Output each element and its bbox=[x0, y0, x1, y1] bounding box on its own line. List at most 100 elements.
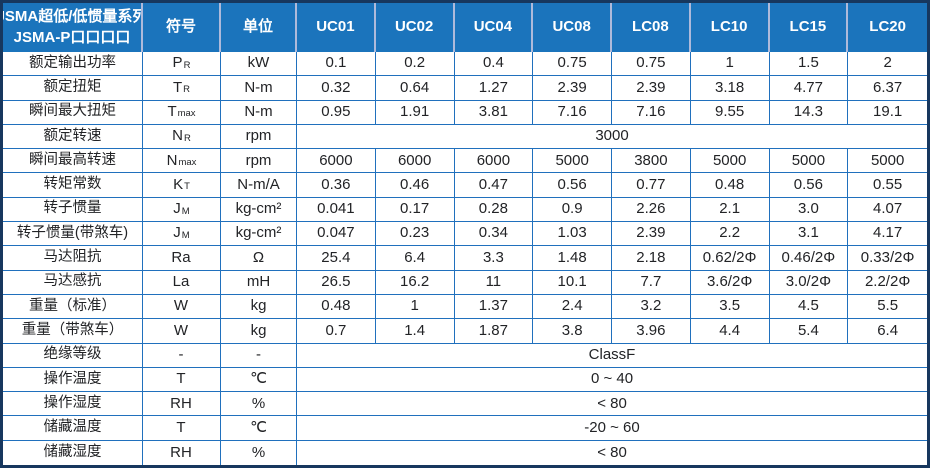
table-row: 马达感抗 La mH 26.5 16.2 11 10.1 7.7 3.6/2Φ 3.0/2Φ… bbox=[3, 270, 927, 295]
value-cell: 0.95 bbox=[297, 100, 376, 125]
symbol-text: W bbox=[173, 321, 189, 339]
value-cell: 4.07 bbox=[848, 198, 927, 223]
unit-cell: % bbox=[221, 392, 297, 417]
value-cell: 4.17 bbox=[848, 222, 927, 247]
symbol-subscript: M bbox=[181, 229, 190, 241]
value-cell: 6000 bbox=[454, 149, 534, 174]
unit-cell: ℃ bbox=[221, 367, 297, 393]
value-cell: 0.77 bbox=[612, 173, 691, 198]
value-cell: 25.4 bbox=[297, 246, 376, 271]
table-row: 马达阻抗 Ra Ω 25.4 6.4 3.3 1.48 2.18 0.62/2Φ 0.46/… bbox=[3, 246, 927, 271]
value-cell: 0.62/2Φ bbox=[690, 246, 770, 271]
value-cell: 0.75 bbox=[612, 52, 691, 77]
value-cell: 2.26 bbox=[612, 197, 691, 223]
symbol-cell: RH bbox=[143, 392, 221, 417]
value-cell: 3.0 bbox=[769, 197, 849, 223]
table-row: 储藏湿度 RH % < 80 bbox=[3, 440, 927, 466]
symbol-text: Ra bbox=[171, 248, 191, 266]
row-label: 额定转速 bbox=[3, 124, 143, 150]
value-cell: 3800 bbox=[612, 149, 691, 174]
row-label: 额定扭矩 bbox=[3, 76, 143, 101]
value-cell: 0.75 bbox=[533, 52, 612, 77]
value-cell: 0.17 bbox=[375, 197, 455, 223]
value-cell: 0.041 bbox=[297, 197, 376, 223]
unit-cell: mH bbox=[221, 270, 297, 295]
unit-cell: kg bbox=[221, 319, 297, 344]
symbol-text: RH bbox=[170, 443, 192, 461]
value-cell: 4.4 bbox=[690, 319, 770, 344]
value-cell: 1.4 bbox=[375, 319, 455, 344]
value-cell: 1 bbox=[690, 52, 770, 77]
value-cell: 6000 bbox=[375, 149, 455, 174]
value-cell: 0.36 bbox=[297, 173, 376, 198]
symbol-subscript: T bbox=[184, 181, 190, 193]
unit-cell: % bbox=[221, 440, 297, 466]
model-column-header: LC10 bbox=[691, 3, 770, 52]
symbol-cell: RH bbox=[143, 440, 221, 466]
value-cell: 0.48 bbox=[690, 173, 770, 198]
symbol-cell: W bbox=[143, 319, 221, 344]
header-row: JSMA超低/低惯量系列 JSMA-P口口口口 符号 单位 UC01 UC02 UC… bbox=[3, 3, 927, 52]
value-cell: 5.4 bbox=[769, 319, 849, 344]
value-cell: 0.47 bbox=[454, 173, 534, 198]
value-cell: 3.1 bbox=[769, 222, 849, 247]
table-row: 操作湿度 RH % < 80 bbox=[3, 392, 927, 417]
unit-cell: kg-cm² bbox=[221, 197, 297, 223]
unit-cell: N-m/A bbox=[221, 173, 297, 198]
model-column-header: UC08 bbox=[533, 3, 612, 52]
value-cell: 0.23 bbox=[375, 222, 455, 247]
unit-cell: N-m bbox=[221, 100, 297, 125]
merged-value-cell: 0 ~ 40 bbox=[297, 368, 927, 393]
symbol-cell: - bbox=[143, 343, 221, 368]
row-label: 重量（带煞车） bbox=[3, 319, 143, 344]
unit-column-header: 单位 bbox=[221, 3, 297, 52]
value-cell: 3.96 bbox=[612, 319, 691, 344]
symbol-text: T bbox=[176, 370, 186, 388]
value-cell: 1.03 bbox=[533, 222, 612, 247]
value-cell: 0.1 bbox=[297, 52, 376, 77]
value-cell: 3.0/2Φ bbox=[769, 270, 849, 295]
value-cell: 26.5 bbox=[297, 270, 376, 295]
value-cell: 1.5 bbox=[769, 52, 849, 77]
value-cell: 7.7 bbox=[612, 270, 691, 295]
model-column-header: UC04 bbox=[455, 3, 534, 52]
value-cell: 11 bbox=[454, 270, 534, 295]
value-cell: 4.5 bbox=[769, 294, 849, 320]
symbol-text: K bbox=[173, 175, 184, 193]
unit-cell: ℃ bbox=[221, 416, 297, 441]
value-cell: 0.7 bbox=[297, 319, 376, 344]
symbol-cell: Ra bbox=[143, 246, 221, 271]
value-cell: 3.3 bbox=[454, 246, 534, 271]
value-cell: 3.81 bbox=[454, 100, 534, 125]
symbol-text: T bbox=[176, 418, 186, 436]
value-cell: 2.2 bbox=[690, 222, 770, 247]
value-cell: 0.34 bbox=[454, 222, 534, 247]
value-cell: 1.91 bbox=[375, 100, 455, 125]
model-column-header: UC01 bbox=[297, 3, 376, 52]
value-cell: 0.4 bbox=[454, 52, 534, 77]
value-cell: 0.64 bbox=[375, 76, 455, 101]
symbol-text: RH bbox=[170, 394, 192, 412]
value-cell: 2.39 bbox=[612, 222, 691, 247]
model-column-header: LC15 bbox=[770, 3, 849, 52]
value-cell: 4.77 bbox=[769, 76, 849, 101]
row-label: 转子惯量 bbox=[3, 197, 143, 223]
value-cell: 0.55 bbox=[848, 173, 927, 198]
value-cell: 0.46/2Φ bbox=[769, 246, 849, 271]
value-cell: 7.16 bbox=[612, 100, 691, 125]
unit-cell: Ω bbox=[221, 246, 297, 271]
